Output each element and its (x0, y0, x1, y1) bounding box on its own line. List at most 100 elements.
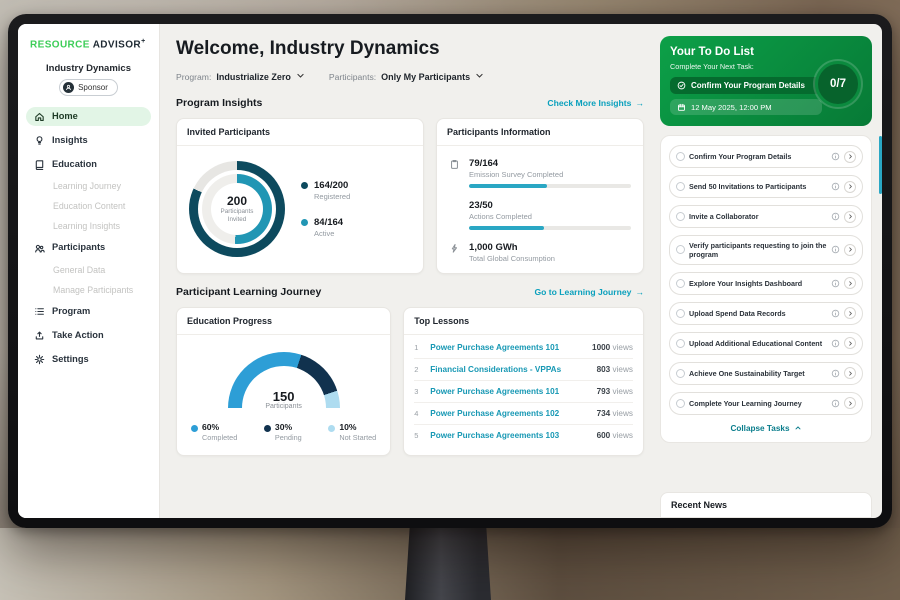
legend-value: 84/164 (314, 217, 344, 228)
info-icon[interactable] (831, 245, 840, 254)
scrollbar-thumb[interactable] (879, 136, 882, 194)
chevron-right-icon[interactable] (844, 210, 856, 223)
collapse-tasks-link[interactable]: Collapse Tasks (669, 422, 863, 438)
education-progress-card: Education Progress 150 Participants 60% (176, 307, 392, 456)
task-item-verify-participants[interactable]: Verify participants requesting to join t… (669, 235, 863, 265)
todo-progress-value: 0/7 (830, 78, 846, 90)
logo-resource: RESOURCE (30, 39, 90, 51)
task-item-complete-learning-journey[interactable]: Complete Your Learning Journey (669, 391, 863, 415)
donut-legend: 164/200 Registered 84/164 Active (301, 180, 350, 238)
info-icon[interactable] (831, 309, 840, 318)
go-to-learning-journey-link[interactable]: Go to Learning Journey → (534, 287, 644, 297)
legend-pct: 30% (274, 422, 293, 432)
chevron-right-icon[interactable] (844, 367, 856, 380)
clipboard-icon (449, 159, 461, 188)
task-checkbox[interactable] (676, 245, 685, 255)
lesson-link[interactable]: Financial Considerations - VPPAs (430, 365, 562, 374)
task-label: Achieve One Sustainability Target (689, 368, 805, 378)
sidebar-item-general-data[interactable]: General Data (26, 262, 151, 278)
learning-journey-header: Participant Learning Journey Go to Learn… (176, 286, 644, 298)
task-label: Explore Your Insights Dashboard (689, 278, 803, 288)
task-item-upload-spend-data[interactable]: Upload Spend Data Records (669, 301, 863, 325)
task-checkbox[interactable] (676, 182, 685, 191)
lesson-link[interactable]: Power Purchase Agreements 101 (430, 343, 560, 352)
sidebar-item-program[interactable]: Program (26, 302, 151, 321)
sidebar-item-insights[interactable]: Insights (26, 131, 151, 150)
sidebar-item-home[interactable]: Home (26, 107, 151, 127)
chevron-right-icon[interactable] (844, 277, 856, 290)
filter-bar: Program: Industrialize Zero Participants… (176, 71, 644, 82)
task-item-upload-educational-content[interactable]: Upload Additional Educational Content (669, 331, 863, 355)
task-item-explore-insights[interactable]: Explore Your Insights Dashboard (669, 271, 863, 295)
learning-journey-title: Participant Learning Journey (176, 286, 322, 298)
lesson-link[interactable]: Power Purchase Agreements 101 (430, 387, 560, 396)
info-icon[interactable] (831, 182, 840, 191)
sidebar-item-manage-participants[interactable]: Manage Participants (26, 282, 151, 298)
task-item-confirm-program[interactable]: Confirm Your Program Details (669, 145, 863, 168)
logo-advisor: ADVISOR (92, 39, 142, 51)
info-icon[interactable] (831, 152, 840, 161)
task-checkbox[interactable] (676, 368, 685, 378)
sidebar-item-participants[interactable]: Participants (26, 238, 151, 257)
todo-next-task[interactable]: Confirm Your Program Details (670, 77, 822, 94)
check-more-insights-link[interactable]: Check More Insights → (547, 98, 644, 108)
chevron-right-icon[interactable] (844, 397, 856, 410)
task-item-send-invitations[interactable]: Send 50 Invitations to Participants (669, 175, 863, 198)
bolt-icon (449, 243, 461, 263)
lesson-link[interactable]: Power Purchase Agreements 103 (430, 431, 560, 440)
lesson-views: 1000 (592, 343, 611, 352)
recent-news-title: Recent News (671, 500, 728, 510)
sidebar-item-settings[interactable]: Settings (26, 350, 151, 369)
participants-filter-value: Only My Participants (381, 71, 471, 82)
task-checkbox[interactable] (676, 338, 685, 348)
info-icon[interactable] (831, 339, 840, 348)
chevron-right-icon[interactable] (844, 150, 856, 163)
gauge-center-value: 150 (272, 389, 295, 404)
recent-news-card: Recent News (660, 492, 872, 518)
task-label: Invite a Collaborator (689, 211, 759, 221)
lesson-row: 3 Power Purchase Agreements 101 793 view… (414, 381, 633, 403)
donut-center-label: Participants Invited (220, 207, 254, 223)
task-checkbox[interactable] (676, 308, 685, 318)
chevron-down-icon (296, 71, 305, 82)
task-checkbox[interactable] (676, 212, 685, 221)
lesson-views-label: views (612, 431, 633, 440)
chevron-right-icon[interactable] (844, 307, 856, 320)
info-icon[interactable] (831, 369, 840, 378)
participants-filter[interactable]: Participants: Only My Participants (329, 71, 484, 82)
legend-label: Not Started (339, 433, 377, 442)
lesson-link[interactable]: Power Purchase Agreements 102 (430, 409, 560, 418)
sidebar-item-education-content[interactable]: Education Content (26, 198, 151, 214)
task-label: Complete Your Learning Journey (689, 398, 802, 408)
sidebar-item-learning-insights[interactable]: Learning Insights (26, 218, 151, 234)
lesson-row: 4 Power Purchase Agreements 102 734 view… (414, 403, 633, 425)
sponsor-badge[interactable]: Sponsor (59, 79, 118, 97)
task-checkbox[interactable] (676, 278, 685, 288)
task-item-invite-collaborator[interactable]: Invite a Collaborator (669, 205, 863, 228)
info-icon[interactable] (831, 212, 840, 221)
task-checkbox[interactable] (676, 398, 685, 408)
lesson-views-label: views (612, 365, 633, 374)
info-icon[interactable] (831, 399, 840, 408)
sidebar-item-label: General Data (53, 264, 106, 275)
gear-icon (34, 354, 45, 365)
info-icon[interactable] (831, 279, 840, 288)
sidebar-item-learning-journey[interactable]: Learning Journey (26, 178, 151, 194)
link-label: Go to Learning Journey (534, 287, 632, 297)
chevron-right-icon[interactable] (844, 337, 856, 350)
chevron-right-icon[interactable] (844, 243, 856, 256)
lesson-row: 2 Financial Considerations - VPPAs 803 v… (414, 359, 633, 381)
legend-label: Completed (202, 433, 238, 442)
task-checkbox[interactable] (676, 152, 685, 161)
program-filter[interactable]: Program: Industrialize Zero (176, 71, 305, 82)
task-label: Upload Spend Data Records (689, 308, 786, 318)
lesson-views: 600 (596, 431, 611, 440)
task-item-achieve-sustainability-target[interactable]: Achieve One Sustainability Target (669, 361, 863, 385)
sidebar-item-education[interactable]: Education (26, 155, 151, 174)
legend-dot (328, 424, 336, 432)
todo-due-label: 12 May 2025, 12:00 PM (691, 102, 772, 112)
sidebar-item-take-action[interactable]: Take Action (26, 326, 151, 345)
chevron-right-icon[interactable] (844, 180, 856, 193)
page-title: Welcome, Industry Dynamics (176, 38, 440, 59)
legend-item-pending: 30% Pending (263, 422, 302, 442)
